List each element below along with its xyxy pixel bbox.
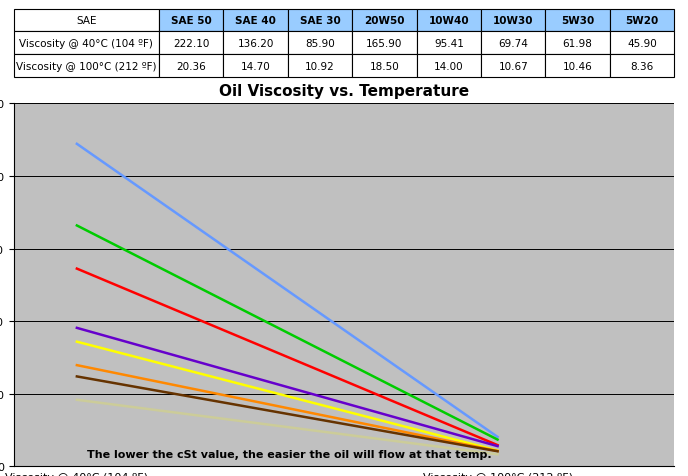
FancyBboxPatch shape [417, 55, 481, 78]
5W20 [73, 397, 81, 403]
FancyBboxPatch shape [14, 10, 159, 32]
FancyBboxPatch shape [159, 10, 224, 32]
FancyBboxPatch shape [159, 32, 224, 55]
FancyBboxPatch shape [288, 55, 352, 78]
FancyBboxPatch shape [610, 55, 674, 78]
Text: 14.70: 14.70 [241, 62, 270, 72]
Text: 45.90: 45.90 [627, 39, 657, 49]
Text: 14.00: 14.00 [434, 62, 464, 72]
FancyBboxPatch shape [546, 10, 610, 32]
Text: SAE 30: SAE 30 [300, 16, 341, 26]
FancyBboxPatch shape [481, 55, 546, 78]
Line: 5W20: 5W20 [77, 400, 497, 455]
Text: SAE 50: SAE 50 [171, 16, 212, 26]
SAE 30 [493, 448, 502, 454]
Line: 10W40: 10W40 [77, 328, 497, 446]
5W30 [73, 374, 81, 379]
Text: The lower the cSt value, the easier the oil will flow at that temp.: The lower the cSt value, the easier the … [87, 449, 491, 459]
Text: 222.10: 222.10 [173, 39, 209, 49]
Text: Viscosity @ 40°C (104 ºF): Viscosity @ 40°C (104 ºF) [19, 39, 153, 49]
Text: 85.90: 85.90 [305, 39, 335, 49]
Line: SAE 40: SAE 40 [77, 269, 497, 445]
FancyBboxPatch shape [417, 10, 481, 32]
FancyBboxPatch shape [352, 10, 417, 32]
5W30 [493, 448, 502, 454]
10W30 [73, 363, 81, 368]
FancyBboxPatch shape [352, 32, 417, 55]
FancyBboxPatch shape [481, 32, 546, 55]
Title: Oil Viscosity vs. Temperature: Oil Viscosity vs. Temperature [219, 84, 469, 99]
FancyBboxPatch shape [224, 55, 288, 78]
5W20 [493, 452, 502, 457]
FancyBboxPatch shape [224, 32, 288, 55]
SAE 40 [73, 266, 81, 272]
Text: 20.36: 20.36 [176, 62, 206, 72]
Text: 136.20: 136.20 [237, 39, 274, 49]
Text: SAE 40: SAE 40 [235, 16, 276, 26]
FancyBboxPatch shape [159, 55, 224, 78]
Text: 10W30: 10W30 [493, 16, 533, 26]
FancyBboxPatch shape [610, 10, 674, 32]
Text: 8.36: 8.36 [630, 62, 654, 72]
Line: 5W30: 5W30 [77, 377, 497, 451]
Text: 95.41: 95.41 [434, 39, 464, 49]
10W40 [73, 325, 81, 331]
20W50 [493, 437, 502, 443]
Line: 20W50: 20W50 [77, 226, 497, 440]
Text: 165.90: 165.90 [366, 39, 402, 49]
Text: 61.98: 61.98 [563, 39, 592, 49]
FancyBboxPatch shape [417, 32, 481, 55]
FancyBboxPatch shape [481, 10, 546, 32]
Text: 10.92: 10.92 [305, 62, 335, 72]
SAE 40 [493, 442, 502, 448]
Text: 10.46: 10.46 [563, 62, 592, 72]
FancyBboxPatch shape [352, 55, 417, 78]
FancyBboxPatch shape [14, 55, 159, 78]
FancyBboxPatch shape [288, 32, 352, 55]
FancyBboxPatch shape [610, 32, 674, 55]
SAE 30 [73, 339, 81, 345]
10W30 [493, 448, 502, 454]
Text: 18.50: 18.50 [369, 62, 399, 72]
Text: 69.74: 69.74 [498, 39, 528, 49]
FancyBboxPatch shape [288, 10, 352, 32]
Line: SAE 30: SAE 30 [77, 342, 497, 451]
20W50 [73, 223, 81, 229]
Text: SAE: SAE [76, 16, 96, 26]
Text: 20W50: 20W50 [364, 16, 405, 26]
FancyBboxPatch shape [546, 32, 610, 55]
FancyBboxPatch shape [546, 55, 610, 78]
10W40 [493, 443, 502, 449]
FancyBboxPatch shape [224, 10, 288, 32]
FancyBboxPatch shape [14, 32, 159, 55]
Text: 5W20: 5W20 [625, 16, 658, 26]
Text: 5W30: 5W30 [561, 16, 594, 26]
Text: 10.67: 10.67 [498, 62, 528, 72]
Text: Viscosity @ 100°C (212 ºF): Viscosity @ 100°C (212 ºF) [16, 62, 157, 72]
Text: 10W40: 10W40 [429, 16, 469, 26]
Line: 10W30: 10W30 [77, 366, 497, 451]
